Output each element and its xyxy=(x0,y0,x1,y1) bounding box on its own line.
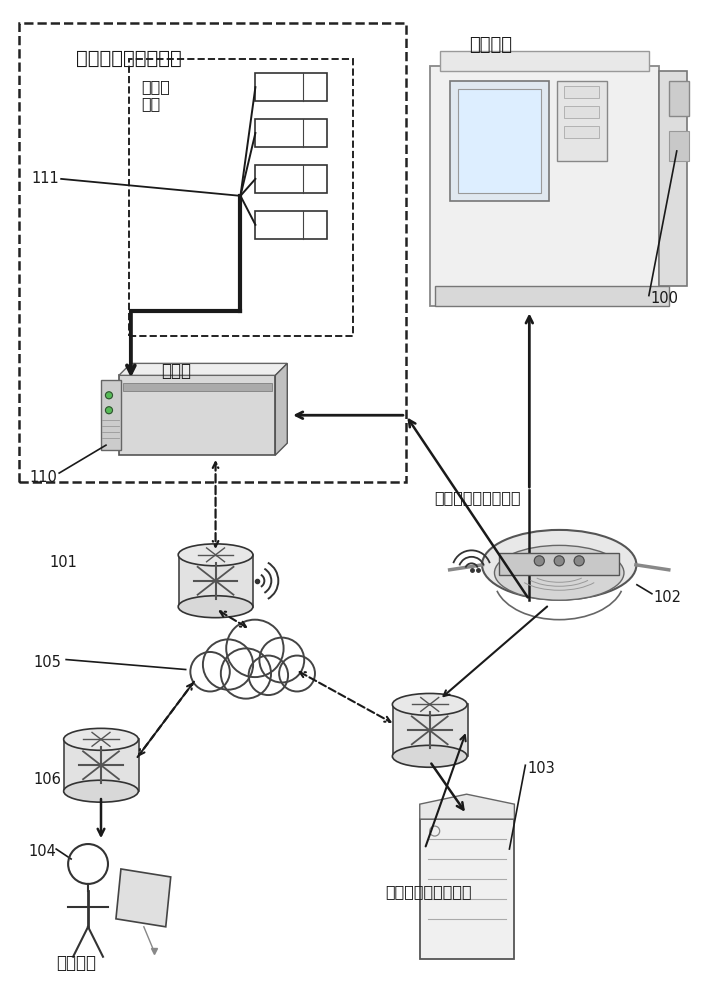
Bar xyxy=(255,211,327,239)
Circle shape xyxy=(190,652,230,691)
Bar xyxy=(179,555,253,607)
Polygon shape xyxy=(275,363,288,455)
Text: 103: 103 xyxy=(527,761,555,776)
Text: 111: 111 xyxy=(32,171,59,186)
Circle shape xyxy=(105,407,113,414)
Bar xyxy=(419,819,514,959)
Text: 101: 101 xyxy=(49,555,77,570)
Bar xyxy=(435,286,669,306)
Bar xyxy=(255,119,327,147)
Bar xyxy=(429,66,659,306)
Text: 102: 102 xyxy=(654,590,682,605)
Ellipse shape xyxy=(179,544,253,566)
Ellipse shape xyxy=(392,745,467,767)
Text: 104: 104 xyxy=(28,844,56,859)
Text: 便携式增强现实眼镜: 便携式增强现实眼镜 xyxy=(435,490,521,505)
Text: 装备故障监测子系统: 装备故障监测子系统 xyxy=(76,49,182,68)
Polygon shape xyxy=(116,869,171,927)
Bar xyxy=(669,131,689,161)
Text: 传感器
模块: 传感器 模块 xyxy=(141,79,170,112)
Text: 110: 110 xyxy=(29,470,57,485)
Text: 装备信息存储服务器: 装备信息存储服务器 xyxy=(385,884,472,899)
Text: 100: 100 xyxy=(651,291,679,306)
Circle shape xyxy=(279,656,315,691)
Ellipse shape xyxy=(64,728,138,750)
Circle shape xyxy=(574,556,584,566)
Circle shape xyxy=(554,556,564,566)
Circle shape xyxy=(260,638,304,682)
Circle shape xyxy=(221,648,271,699)
Bar xyxy=(564,126,599,138)
Bar xyxy=(119,375,275,455)
Circle shape xyxy=(534,556,544,566)
Text: 工控机: 工控机 xyxy=(161,362,191,380)
Bar xyxy=(255,73,327,101)
Bar xyxy=(19,23,406,482)
Circle shape xyxy=(203,639,253,690)
Polygon shape xyxy=(419,794,514,819)
Bar xyxy=(123,383,272,391)
Bar xyxy=(129,59,353,336)
Bar xyxy=(255,165,327,193)
Bar xyxy=(659,71,687,286)
Circle shape xyxy=(249,656,288,695)
Text: 制造装备: 制造装备 xyxy=(470,36,513,54)
Bar xyxy=(557,81,607,161)
Polygon shape xyxy=(119,363,288,375)
Bar xyxy=(393,704,467,756)
Ellipse shape xyxy=(179,596,253,618)
Text: 105: 105 xyxy=(33,655,61,670)
Bar xyxy=(669,81,689,116)
Bar xyxy=(457,89,541,193)
Bar xyxy=(564,86,599,98)
Bar xyxy=(500,553,619,575)
Text: 远程专家: 远程专家 xyxy=(56,954,96,972)
Circle shape xyxy=(227,620,284,677)
Bar xyxy=(64,739,139,791)
Ellipse shape xyxy=(482,530,637,600)
Bar xyxy=(564,106,599,118)
Bar xyxy=(440,51,649,71)
Bar xyxy=(450,81,549,201)
Ellipse shape xyxy=(392,693,467,715)
Circle shape xyxy=(105,392,113,399)
Text: 106: 106 xyxy=(33,772,61,787)
Bar xyxy=(101,380,121,450)
Ellipse shape xyxy=(495,545,624,600)
Ellipse shape xyxy=(64,780,138,802)
